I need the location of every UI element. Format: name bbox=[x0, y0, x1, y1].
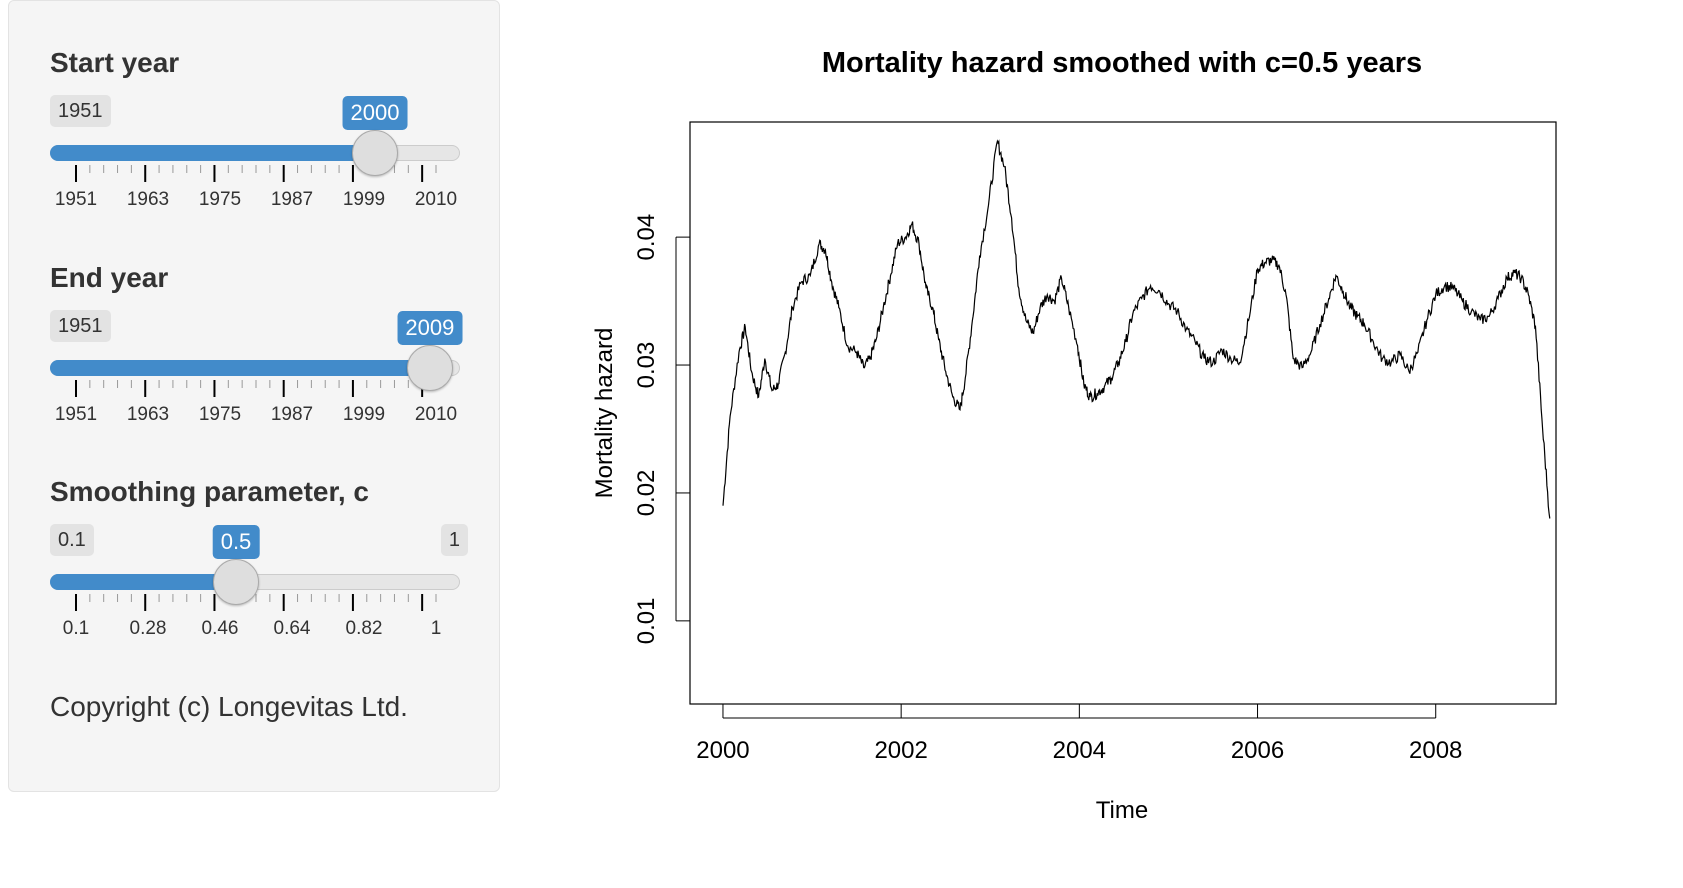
tick-label: 1975 bbox=[198, 189, 242, 210]
mortality-chart: Mortality hazard smoothed with c=0.5 yea… bbox=[591, 47, 1557, 824]
slider-smoothing: Smoothing parameter, c 0.1 1 0.5 0.1 0.2… bbox=[50, 476, 470, 676]
chart-title: Mortality hazard smoothed with c=0.5 yea… bbox=[822, 47, 1422, 79]
tick-label: 1951 bbox=[54, 189, 98, 210]
slider-fill bbox=[50, 145, 375, 161]
y-tick-label: 0.03 bbox=[633, 342, 660, 389]
x-tick-label: 2000 bbox=[696, 737, 749, 764]
tick-label: 1987 bbox=[270, 404, 314, 425]
y-tick-label: 0.01 bbox=[633, 597, 660, 644]
copyright-text: Copyright (c) Longevitas Ltd. bbox=[50, 691, 408, 722]
tick-label: 1951 bbox=[54, 404, 98, 425]
min-label: 1951 bbox=[50, 95, 111, 127]
y-axis-label: Mortality hazard bbox=[591, 328, 618, 499]
tick-label: 1963 bbox=[126, 189, 170, 210]
slider-label: Smoothing parameter, c bbox=[50, 476, 369, 507]
value-badge: 2000 bbox=[342, 96, 408, 130]
tick-label: 0.46 bbox=[201, 618, 239, 639]
slider-ticks bbox=[75, 594, 437, 611]
tick-label: 1963 bbox=[126, 404, 170, 425]
slider-label: End year bbox=[50, 262, 169, 293]
y-tick-label: 0.02 bbox=[633, 470, 660, 517]
sidebar-panel: Start year 1951 2000 1951 1963 1975 1987… bbox=[8, 0, 500, 792]
slider-handle[interactable] bbox=[406, 345, 453, 391]
slider-handle[interactable] bbox=[351, 130, 398, 176]
tick-label: 1987 bbox=[270, 189, 314, 210]
min-label: 1951 bbox=[50, 310, 111, 342]
value-badge: 2009 bbox=[397, 311, 463, 345]
x-tick-label: 2008 bbox=[1409, 737, 1462, 764]
slider-ticks bbox=[75, 165, 437, 182]
tick-label: 2010 bbox=[414, 404, 458, 425]
tick-label: 1975 bbox=[198, 404, 242, 425]
tick-label: 0.82 bbox=[345, 618, 383, 639]
tick-label: 0.64 bbox=[273, 618, 311, 639]
slider-handle[interactable] bbox=[213, 559, 259, 605]
x-tick-label: 2002 bbox=[874, 737, 927, 764]
tick-label: 0.28 bbox=[129, 618, 167, 639]
series-line bbox=[722, 139, 1551, 519]
tick-label: 1999 bbox=[342, 189, 386, 210]
tick-label: 1999 bbox=[342, 404, 386, 425]
min-label: 0.1 bbox=[50, 524, 94, 556]
tick-label: 1 bbox=[430, 618, 442, 639]
tick-label: 2010 bbox=[414, 189, 458, 210]
x-axis: 2000 2002 2004 2006 2008 bbox=[696, 704, 1462, 764]
slider-fill bbox=[50, 360, 430, 376]
y-tick-label: 0.04 bbox=[633, 214, 660, 261]
slider-end-year: End year 1951 2009 1951 1963 1975 1987 1… bbox=[50, 262, 470, 462]
x-tick-label: 2004 bbox=[1053, 737, 1106, 764]
x-tick-label: 2006 bbox=[1231, 737, 1284, 764]
y-axis: 0.01 0.02 0.03 0.04 bbox=[633, 214, 690, 644]
slider-start-year: Start year 1951 2000 1951 1963 1975 1987… bbox=[50, 47, 470, 247]
plot-frame bbox=[689, 121, 1557, 705]
tick-label: 0.1 bbox=[62, 618, 90, 639]
max-label: 1 bbox=[440, 524, 468, 556]
value-badge: 0.5 bbox=[212, 525, 260, 559]
slider-fill bbox=[50, 574, 236, 590]
slider-label: Start year bbox=[50, 47, 180, 78]
x-axis-label: Time bbox=[1096, 797, 1148, 824]
